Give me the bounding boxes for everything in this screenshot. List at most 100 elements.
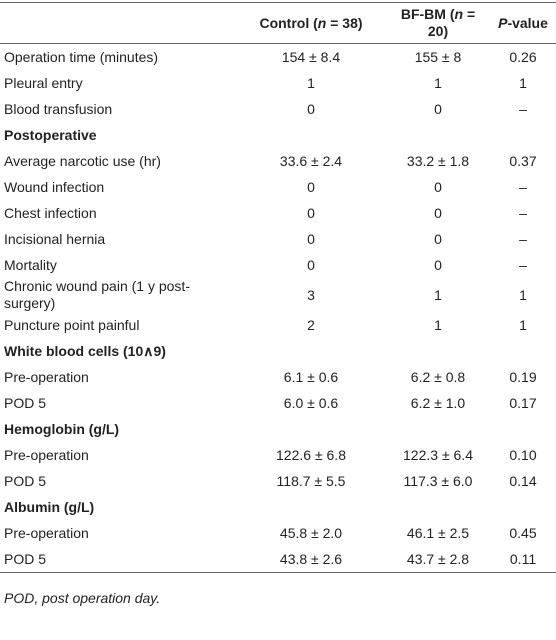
data-row: Incisional hernia 0 0 – [0, 226, 556, 252]
row-label: Average narcotic use (hr) [4, 152, 161, 169]
row-label: POD 5 [0, 546, 236, 573]
header-text: P [498, 14, 508, 31]
cell-value: 0 [307, 100, 315, 117]
cell-value: 6.0 ± 0.6 [283, 394, 339, 411]
cell-value: – [519, 230, 527, 247]
row-label: Blood transfusion [4, 100, 113, 117]
cell-value: 0 [434, 204, 442, 221]
cell-value: – [519, 204, 527, 221]
footnote: POD, post operation day. [4, 590, 161, 606]
header-text: = 38) [326, 14, 363, 31]
row-label: POD 5 [4, 472, 47, 489]
section-row: White blood cells (10∧9) [0, 338, 556, 364]
cell-value: 1 [434, 74, 442, 91]
table-body: Operation time (minutes) 154 ± 8.4 155 ± 8… [0, 44, 556, 573]
data-row: Average narcotic use (hr) 33.6 ± 2.4 33.2 … [0, 148, 556, 174]
cell-value: 0 [434, 178, 442, 195]
section-label: Postoperative [4, 126, 97, 143]
header-text: n [317, 14, 327, 31]
cell-value: 118.7 ± 5.5 [276, 472, 346, 489]
row-label: Wound infection [4, 178, 105, 195]
column-header: Control (n = 38) [236, 2, 386, 44]
data-row: POD 5 43.8 ± 2.6 43.7 ± 2.8 0.11 [0, 546, 556, 573]
cell-value: 0.17 [509, 394, 537, 411]
data-row: Pleural entry 1 1 1 [0, 70, 556, 96]
section-label: Albumin (g/L) [4, 498, 95, 515]
cell-value: 33.2 ± 1.8 [406, 152, 470, 169]
cell-value: 3 [307, 286, 315, 303]
row-label: Chest infection [4, 204, 97, 221]
data-row: Puncture point painful 2 1 1 [0, 312, 556, 338]
section-label: Hemoglobin (g/L) [4, 420, 120, 437]
data-row: Operation time (minutes) 154 ± 8.4 155 ± 8… [0, 44, 556, 71]
cell-value: 1 [519, 316, 527, 333]
table-header: Control (n = 38) BF-BM (n = 20) P-value [0, 2, 556, 44]
cell-value: 122.3 ± 6.4 [403, 446, 473, 463]
row-label: Pre-operation [4, 368, 89, 385]
cell-value: 0 [434, 100, 442, 117]
cell-value: 0 [307, 230, 315, 247]
data-row: Pre-operation 122.6 ± 6.8 122.3 ± 6.4 0.10 [0, 442, 556, 468]
column-header: BF-BM (n = 20) [386, 2, 490, 44]
data-row: Pre-operation 6.1 ± 0.6 6.2 ± 0.8 0.19 [0, 364, 556, 390]
row-label: Pleural entry [4, 74, 83, 91]
header-text: = 20) [427, 6, 476, 39]
cell-value: 0 [307, 256, 315, 273]
data-row: Pre-operation 45.8 ± 2.0 46.1 ± 2.5 0.45 [0, 520, 556, 546]
cell-value: 45.8 ± 2.0 [279, 524, 343, 541]
cell-value: 0 [434, 230, 442, 247]
cell-value: 46.1 ± 2.5 [406, 524, 470, 541]
cell-value: 43.7 ± 2.8 [386, 546, 490, 573]
cell-value: 0.10 [509, 446, 537, 463]
cell-value: 1 [434, 316, 442, 333]
cell-value: – [519, 256, 527, 273]
column-header: P-value [490, 2, 556, 44]
cell-value: 1 [519, 286, 527, 303]
data-table: Control (n = 38) BF-BM (n = 20) P-value Op… [0, 2, 556, 573]
data-row: Chronic wound pain (1 y post-surgery) 3 1 1 [0, 278, 556, 312]
data-row: POD 5 118.7 ± 5.5 117.3 ± 6.0 0.14 [0, 468, 556, 494]
cell-value: 117.3 ± 6.0 [403, 472, 473, 489]
row-label: Pre-operation [4, 524, 89, 541]
cell-value: 2 [307, 316, 315, 333]
cell-value: 6.2 ± 1.0 [410, 394, 466, 411]
section-row: Albumin (g/L) [0, 494, 556, 520]
cell-value: – [519, 100, 527, 117]
header-text: -value [507, 14, 548, 31]
header-text: n [454, 6, 464, 22]
cell-value: 0.45 [509, 524, 537, 541]
data-row: POD 5 6.0 ± 0.6 6.2 ± 1.0 0.17 [0, 390, 556, 416]
data-row: Wound infection 0 0 – [0, 174, 556, 200]
cell-value: 0.14 [509, 472, 537, 489]
cell-value: 122.6 ± 6.8 [276, 446, 346, 463]
section-label: White blood cells (10∧9) [4, 342, 166, 359]
cell-value: 33.6 ± 2.4 [279, 152, 343, 169]
cell-value: 0 [434, 256, 442, 273]
cell-value: 6.2 ± 0.8 [410, 368, 466, 385]
section-row: Postoperative [0, 122, 556, 148]
row-label: Chronic wound pain (1 y post-surgery) [4, 278, 190, 311]
cell-value: 154 ± 8.4 [281, 48, 341, 65]
cell-value: 43.8 ± 2.6 [236, 546, 386, 573]
cell-value: 0.37 [509, 152, 537, 169]
cell-value: 0.19 [509, 368, 537, 385]
cell-value: 0.26 [509, 48, 537, 65]
row-label: Mortality [4, 256, 57, 273]
header-text: BF-BM ( [400, 6, 455, 22]
header-row: Control (n = 38) BF-BM (n = 20) P-value [0, 2, 556, 44]
cell-value: 1 [434, 286, 442, 303]
section-row: Hemoglobin (g/L) [0, 416, 556, 442]
cell-value: 155 ± 8 [414, 48, 462, 65]
cell-value: 1 [307, 74, 315, 91]
row-label: Puncture point painful [4, 316, 140, 333]
cell-value: 0.11 [490, 546, 556, 573]
cell-value: – [519, 178, 527, 195]
row-label: Operation time (minutes) [4, 48, 159, 65]
cell-value: 6.1 ± 0.6 [283, 368, 339, 385]
data-row: Chest infection 0 0 – [0, 200, 556, 226]
cell-value: 0 [307, 178, 315, 195]
data-row: Blood transfusion 0 0 – [0, 96, 556, 122]
row-label: POD 5 [4, 394, 47, 411]
row-label: Pre-operation [4, 446, 89, 463]
